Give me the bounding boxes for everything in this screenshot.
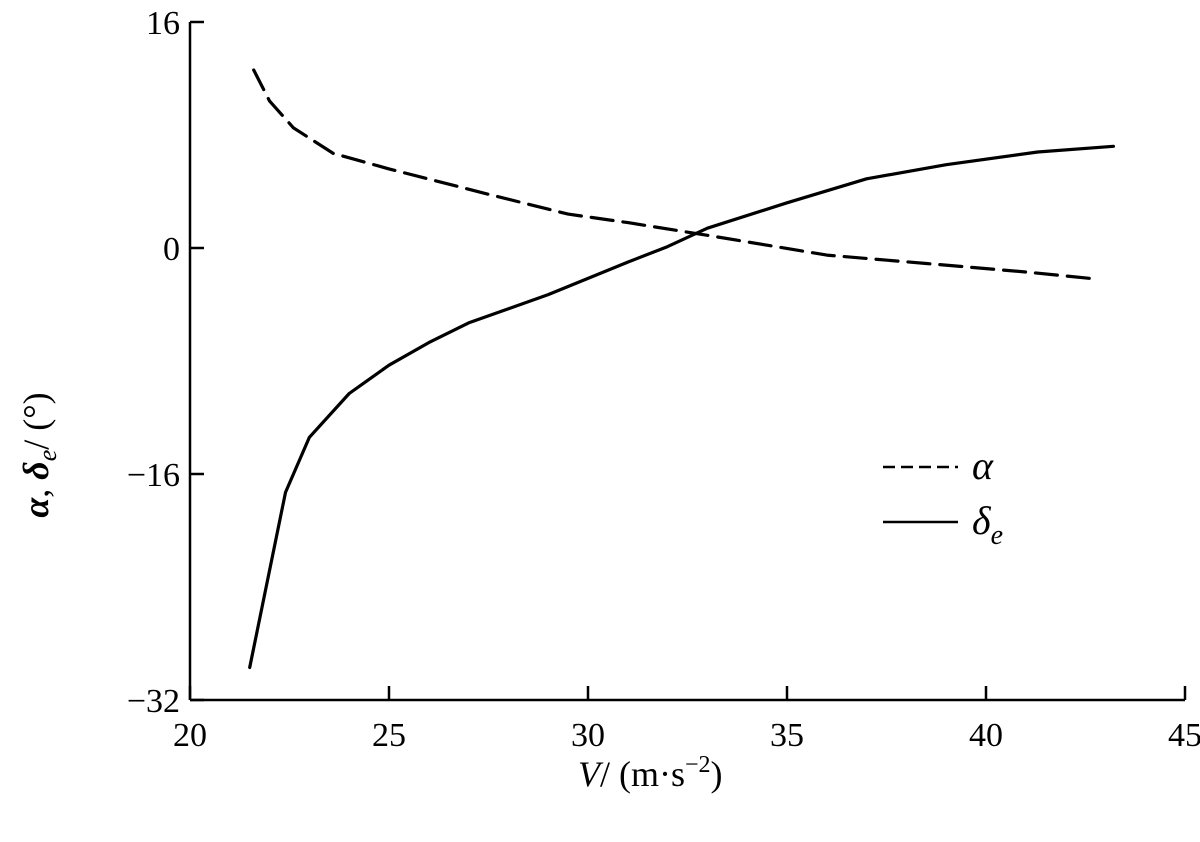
x-tick-label: 20 xyxy=(173,717,207,754)
x-tick-label: 25 xyxy=(372,717,406,754)
x-tick-label: 35 xyxy=(770,717,804,754)
y-tick-label: 0 xyxy=(163,231,180,268)
series-delta-e-line xyxy=(248,144,1115,670)
x-tick-label: 40 xyxy=(969,717,1003,754)
axes xyxy=(188,22,1185,702)
y-tick-label: 16 xyxy=(146,5,180,42)
legend-alpha-label: α xyxy=(972,443,994,488)
legend: α δe xyxy=(883,443,1003,551)
x-tick-label: 30 xyxy=(571,717,605,754)
y-axis-label: α, δe/ (°) xyxy=(16,392,62,517)
series-layer xyxy=(248,68,1115,670)
x-tick-label: 45 xyxy=(1168,717,1200,754)
y-tick-label: −16 xyxy=(127,457,180,494)
y-tick-label: −32 xyxy=(127,683,180,720)
series-alpha-line xyxy=(252,68,1099,281)
x-axis-label: V/ (m·s−2) xyxy=(578,752,723,794)
ticks: 20 25 30 35 40 45 16 0 −16 −32 xyxy=(127,5,1200,754)
legend-delta-e-label: δe xyxy=(972,498,1003,551)
